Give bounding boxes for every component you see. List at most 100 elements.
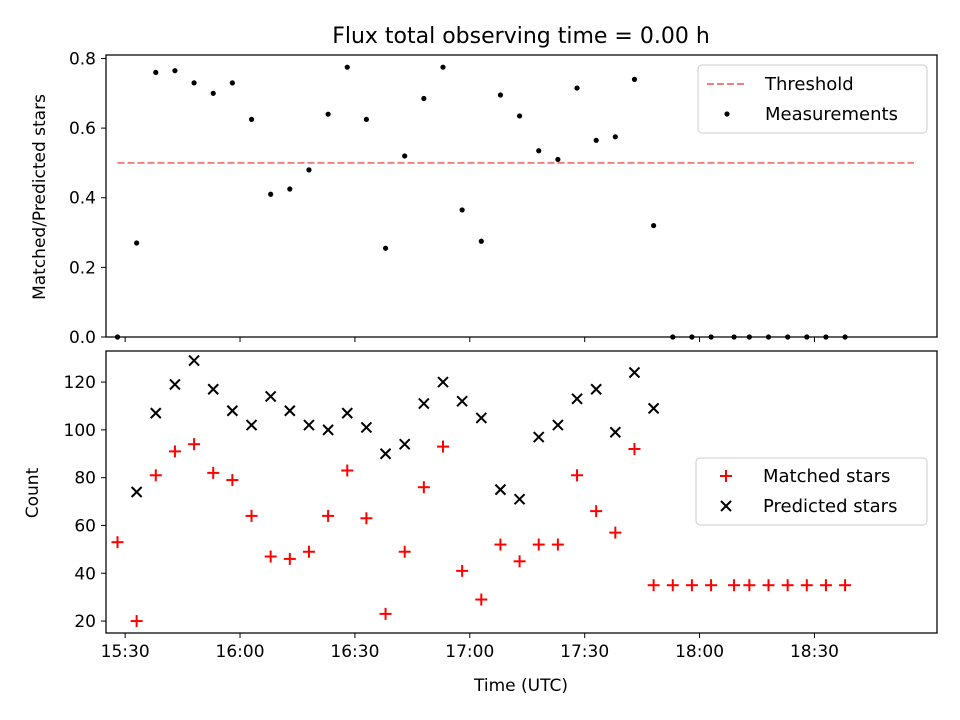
matched-stars-point <box>188 438 201 451</box>
predicted-stars-point <box>341 407 353 419</box>
matched-stars-point <box>417 481 430 494</box>
matched-stars-point <box>360 512 373 525</box>
y-tick-label-ratio: 0.4 <box>69 189 96 209</box>
predicted-stars-point <box>533 431 545 443</box>
axes-frame-counts <box>105 350 938 634</box>
predicted-stars-point <box>494 483 507 496</box>
matched-stars-point <box>111 536 124 549</box>
matched-stars-point <box>819 579 832 592</box>
measurement-point <box>134 240 140 246</box>
panel-counts: Count Time (UTC) 20 40 60 80 100 120 15:30 16:0… <box>23 350 938 696</box>
measurement-point <box>306 167 312 173</box>
predicted-stars-point <box>609 426 622 438</box>
predicted-stars-point <box>226 405 239 417</box>
measurement-point <box>172 68 178 74</box>
matched-stars-point <box>590 505 603 518</box>
panel-ratio: Flux total observing time = 0.00 h Match… <box>30 24 938 348</box>
y-tick-label-ratio: 0.6 <box>69 119 96 139</box>
legend-box-counts <box>695 457 928 526</box>
measurement-point <box>478 238 484 244</box>
predicted-stars-point <box>322 424 334 436</box>
x-tick-label: 18:30 <box>790 642 839 662</box>
y-tick-label-counts: 100 <box>64 421 96 441</box>
measurement-point <box>402 153 408 159</box>
measurement-point <box>248 116 255 123</box>
y-tick-label-counts: 20 <box>74 612 96 632</box>
x-tick-label: 18:00 <box>675 642 724 662</box>
predicted-stars-point <box>264 390 277 403</box>
y-tick-label-ratio: 0.2 <box>69 258 96 278</box>
measurement-point <box>536 148 542 154</box>
legend-marker-measurements <box>724 111 730 117</box>
matched-stars-point <box>130 615 143 628</box>
legend-label-threshold: Threshold <box>764 74 854 95</box>
axes-frame-ratio <box>105 54 938 338</box>
measurement-point <box>325 111 331 117</box>
matched-stars-point <box>647 579 660 592</box>
measurement-point <box>268 191 274 197</box>
measurement-point <box>593 137 599 143</box>
measurement-point <box>440 64 446 70</box>
plot-area-counts: 20 40 60 80 100 120 15:30 16:00 16:30 17:00 17:30 1… <box>64 354 852 662</box>
chart-title: Flux total observing time = 0.00 h <box>332 24 710 49</box>
matched-stars-point <box>494 538 507 551</box>
y-tick-label-ratio: 0.0 <box>69 328 96 348</box>
measurement-point <box>382 245 389 251</box>
predicted-stars-point <box>130 486 143 498</box>
measurement-point <box>344 64 350 70</box>
matched-stars-point <box>226 474 239 487</box>
measurement-point <box>631 76 638 82</box>
matched-stars-point <box>728 579 741 592</box>
predicted-stars-point <box>360 421 373 434</box>
x-tick-label: 15:30 <box>101 642 150 662</box>
measurement-point <box>363 116 370 123</box>
matched-stars-point <box>551 538 564 551</box>
x-axis-label: Time (UTC) <box>473 676 568 696</box>
plot-area-ratio: 0.0 0.2 0.4 0.6 0.8 <box>69 49 915 348</box>
predicted-stars-point <box>379 448 392 460</box>
predicted-stars-point <box>590 383 602 395</box>
measurement-point <box>229 80 235 86</box>
matched-stars-point <box>207 466 220 479</box>
measurement-point <box>516 113 523 119</box>
matched-stars-point <box>379 607 392 620</box>
legend-marker-predicted <box>720 500 732 512</box>
legend-box-ratio <box>697 64 928 134</box>
predicted-stars-point <box>456 395 468 407</box>
y-axis-label-ratio: Matched/Predicted stars <box>30 94 50 300</box>
measurement-point <box>612 134 618 140</box>
matched-stars-point <box>398 545 411 558</box>
matched-stars-point <box>456 564 469 577</box>
matched-stars-point <box>436 440 449 453</box>
matched-stars-point <box>168 445 181 458</box>
matched-stars-point <box>571 469 584 482</box>
x-tick-label: 16:00 <box>216 642 265 662</box>
matched-stars-point <box>685 579 698 592</box>
predicted-stars-point <box>552 419 564 431</box>
matched-stars-point <box>245 509 258 522</box>
matched-stars-point <box>800 579 813 592</box>
predicted-stars-point <box>303 419 315 431</box>
measurement-point <box>421 95 427 102</box>
predicted-stars-point <box>418 397 430 410</box>
measurement-point <box>574 85 580 91</box>
measurement-point <box>651 222 657 229</box>
y-axis-label-counts: Count <box>23 467 43 518</box>
measurement-point <box>459 207 465 213</box>
matched-stars-point <box>666 579 679 592</box>
x-tick-label: 17:30 <box>560 642 609 662</box>
predicted-stars-point <box>169 378 181 391</box>
matched-stars-point <box>322 509 335 522</box>
predicted-stars-point <box>284 405 296 417</box>
measurement-point <box>555 156 561 163</box>
matched-stars-point <box>283 552 296 565</box>
predicted-stars-point <box>628 366 641 379</box>
y-tick-label-counts: 60 <box>74 516 96 536</box>
matched-stars-point <box>839 579 852 592</box>
predicted-stars-point <box>207 383 219 395</box>
matched-stars-point <box>264 550 277 563</box>
predicted-stars-point <box>150 407 162 419</box>
matched-stars-point <box>475 593 488 606</box>
x-tick-label: 16:30 <box>330 642 379 662</box>
